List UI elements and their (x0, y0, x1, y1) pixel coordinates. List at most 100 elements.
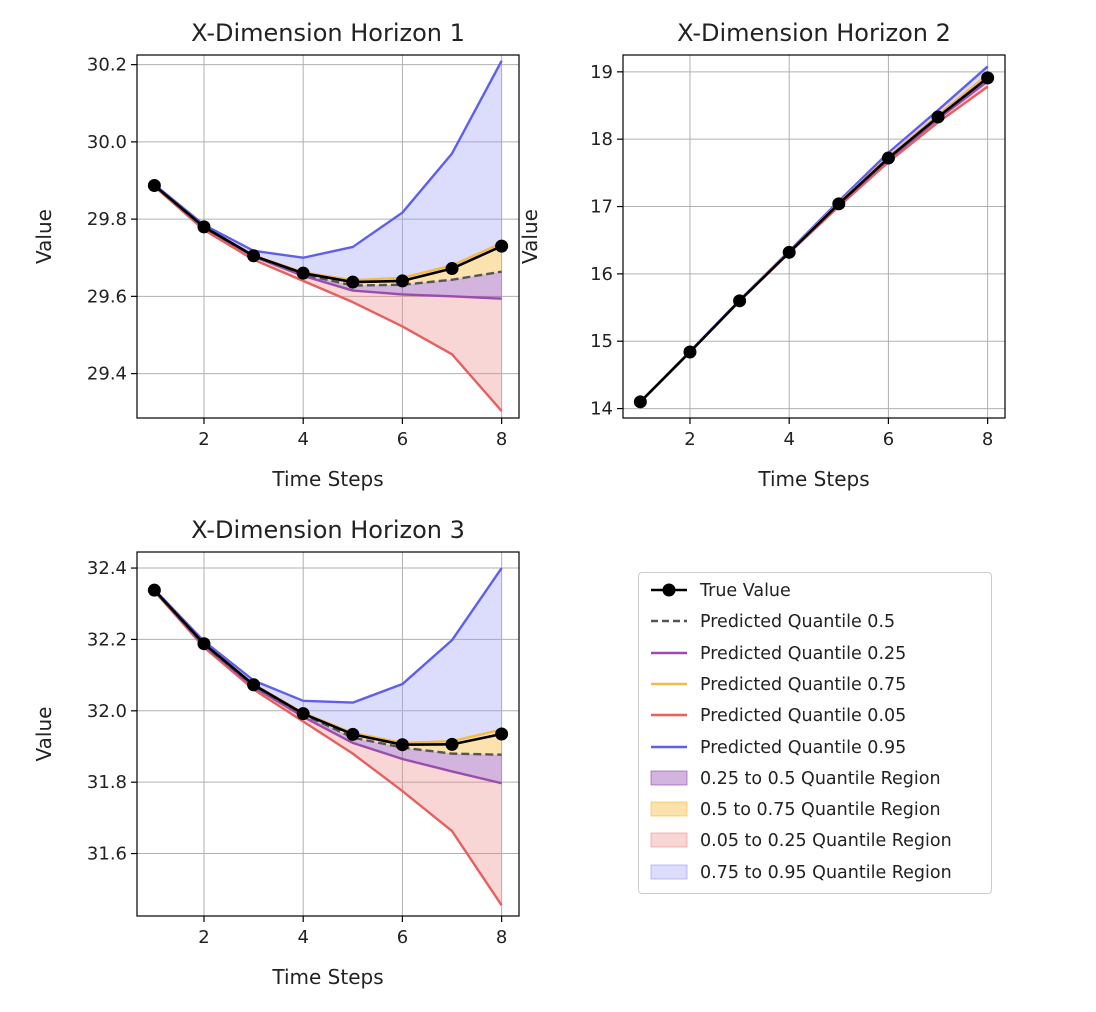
legend-item: Predicted Quantile 0.5 (639, 608, 991, 634)
legend-item: Predicted Quantile 0.05 (639, 702, 991, 728)
legend-label: True Value (700, 581, 791, 601)
legend-item: True Value (639, 577, 991, 603)
y-tick-label: 32.4 (87, 558, 127, 579)
legend-label: Predicted Quantile 0.5 (700, 612, 896, 633)
series-true-value-line (153, 589, 502, 747)
true-value-point (931, 110, 945, 124)
x-tick-label: 2 (198, 927, 209, 948)
legend-label: Predicted Quantile 0.75 (700, 674, 907, 695)
true-value-point (147, 583, 161, 597)
subplot-2: 2 4 6 8 14 15 16 17 18 19 X-Dimension Horizon 2 Tim… (518, 19, 1006, 491)
legend-label: Predicted Quantile 0.05 (700, 706, 907, 727)
legend-swatch (650, 801, 688, 817)
axes-frame (136, 551, 520, 917)
true-value-point (296, 707, 310, 721)
legend-swatch (651, 620, 687, 623)
axes-frame (622, 54, 1006, 419)
region-25-50 (154, 590, 502, 784)
x-tick-label: 6 (883, 429, 894, 450)
x-tick-label: 8 (982, 429, 993, 450)
x-tick-label: 4 (297, 429, 308, 450)
x-axis-label: Time Steps (271, 965, 383, 989)
region-25-50 (154, 185, 502, 299)
legend-swatch (651, 713, 687, 717)
y-axis-label: Value (32, 707, 56, 762)
y-tick-label: 30.0 (87, 132, 127, 153)
true-value-point (633, 395, 647, 409)
series-true-value-line (153, 184, 503, 284)
true-value-point (445, 737, 459, 751)
legend-swatch (651, 745, 687, 748)
legend: True Value Predicted Quantile 0.5 Predicte… (638, 572, 992, 894)
region-75-95 (154, 568, 502, 743)
axes-frame (136, 54, 520, 419)
true-value-point (881, 151, 895, 165)
y-tick-label: 19 (590, 62, 613, 83)
chart-title: X-Dimension Horizon 1 (191, 19, 465, 47)
x-axis-label: Time Steps (271, 467, 383, 491)
true-value-point (247, 678, 261, 692)
y-tick-label: 31.6 (87, 844, 127, 865)
legend-label: 0.75 to 0.95 Quantile Region (700, 862, 952, 883)
true-value-point (346, 275, 360, 289)
plot-area (147, 567, 509, 906)
true-value-point (197, 637, 211, 651)
y-tick-label: 15 (590, 331, 613, 352)
legend-swatch (651, 583, 687, 597)
x-tick-label: 2 (684, 429, 695, 450)
series-q95-line (153, 567, 503, 704)
y-tick-label: 14 (590, 399, 613, 420)
chart-title: X-Dimension Horizon 3 (191, 516, 465, 544)
true-value-point (495, 239, 509, 253)
region-50-75 (154, 185, 502, 286)
legend-label: 0.05 to 0.25 Quantile Region (700, 831, 952, 852)
x-tick-label: 8 (496, 927, 507, 948)
y-tick-label: 32.2 (87, 629, 127, 650)
legend-item: Predicted Quantile 0.95 (639, 734, 991, 760)
y-tick-label: 17 (590, 197, 613, 218)
true-value-point (733, 294, 747, 308)
legend-swatch (650, 832, 688, 848)
x-tick-label: 6 (397, 927, 408, 948)
y-tick-label: 31.8 (87, 772, 127, 793)
series-q95-line (153, 60, 503, 259)
x-tick-label: 2 (198, 429, 209, 450)
legend-item: 0.05 to 0.25 Quantile Region (639, 827, 991, 853)
true-value-point (495, 727, 509, 741)
plot-area (147, 60, 509, 412)
subplot-1: 2 4 6 8 29.4 29.6 29.8 30.0 30.2 X-Dimension Hori… (32, 19, 520, 491)
legend-swatch (650, 770, 688, 786)
true-value-point (147, 179, 161, 193)
true-value-point (782, 245, 796, 259)
legend-swatch (650, 864, 688, 880)
y-axis-label: Value (518, 209, 542, 264)
y-tick-label: 18 (590, 129, 613, 150)
legend-item: 0.25 to 0.5 Quantile Region (639, 765, 991, 791)
legend-label: Predicted Quantile 0.25 (700, 643, 907, 664)
x-axis-label: Time Steps (757, 467, 869, 491)
chart-title: X-Dimension Horizon 2 (677, 19, 951, 47)
x-tick-label: 4 (297, 927, 308, 948)
series-q05-line (153, 185, 503, 412)
y-axis-label: Value (32, 209, 56, 264)
y-tick-label: 30.2 (87, 55, 127, 76)
true-value-point (683, 345, 697, 359)
series-q05-line (153, 590, 503, 906)
legend-label: 0.25 to 0.5 Quantile Region (700, 768, 941, 789)
true-value-point (247, 249, 261, 263)
true-value-point (197, 220, 211, 234)
plot-area (633, 65, 995, 409)
legend-swatch (651, 651, 687, 654)
true-value-point (981, 71, 995, 85)
legend-swatch (651, 682, 687, 686)
x-tick-label: 4 (783, 429, 794, 450)
x-tick-label: 8 (496, 429, 507, 450)
legend-item: 0.5 to 0.75 Quantile Region (639, 796, 991, 822)
y-tick-label: 29.4 (87, 364, 127, 385)
true-value-point (395, 738, 409, 752)
y-tick-label: 16 (590, 264, 613, 285)
legend-item: Predicted Quantile 0.75 (639, 671, 991, 697)
y-tick-label: 32.0 (87, 701, 127, 722)
legend-item: Predicted Quantile 0.25 (639, 640, 991, 666)
